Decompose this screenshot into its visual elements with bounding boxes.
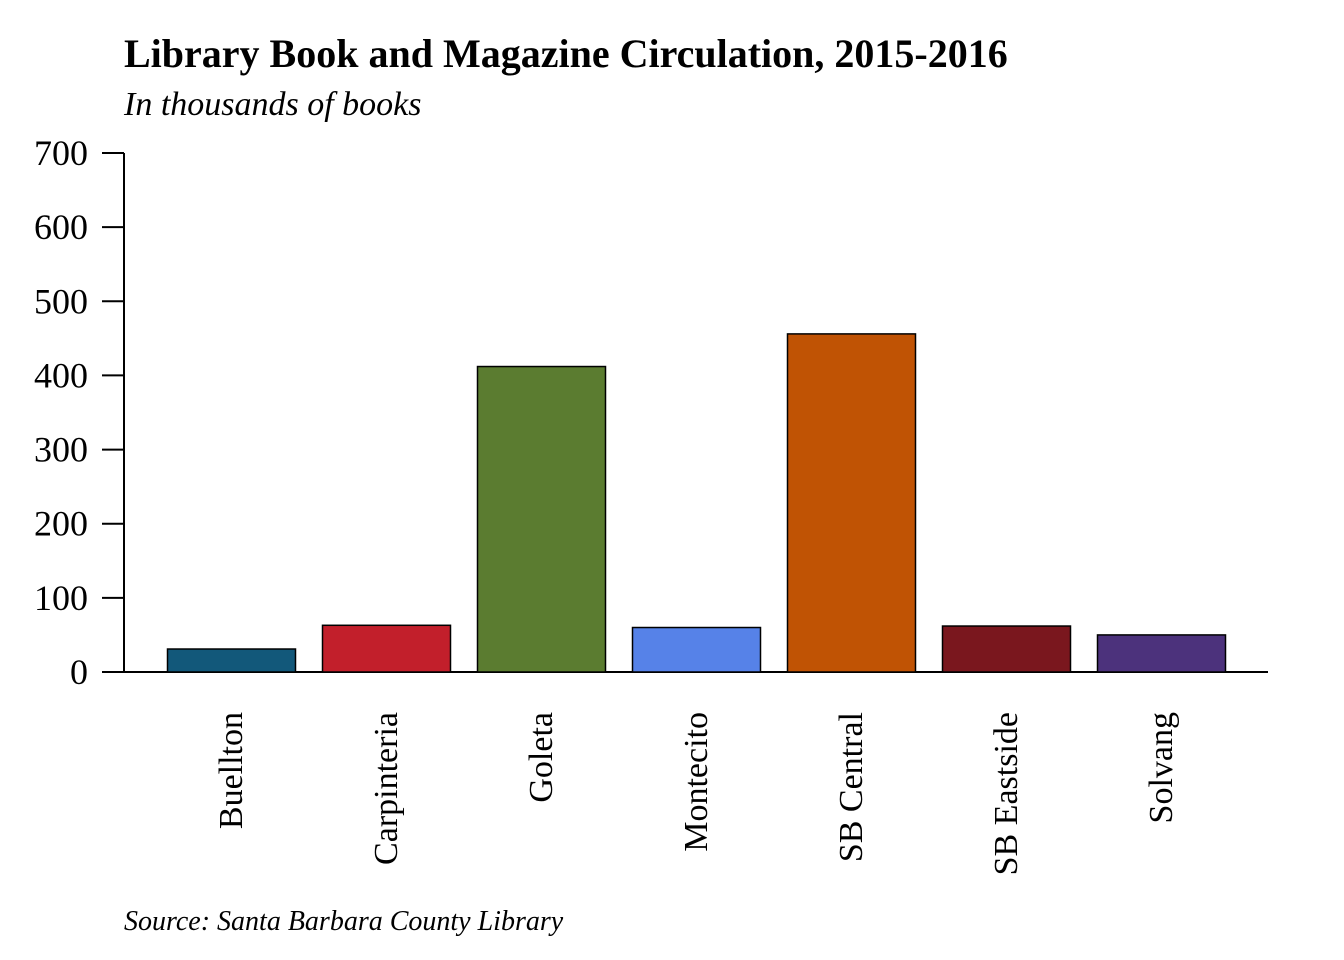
bars-group: [166, 333, 1227, 673]
y-tick-label: 600: [34, 207, 88, 247]
y-tick-label: 500: [34, 281, 88, 321]
x-category-label: Montecito: [678, 712, 715, 852]
y-tick-label: 200: [34, 504, 88, 544]
category-labels: Buellton Carpinteria Goleta Montecito SB Cen…: [213, 712, 1180, 875]
y-tick-label: 700: [34, 133, 88, 173]
bar-goleta: [476, 365, 607, 673]
chart-source: Source: Santa Barbara County Library: [124, 906, 564, 937]
y-tick-label: 400: [34, 355, 88, 395]
x-category-label: Solvang: [1143, 712, 1180, 823]
x-category-label: SB Central: [833, 712, 870, 862]
bar-solvang: [1096, 634, 1227, 673]
bar-sb-central: [786, 333, 917, 673]
bar-carpinteria: [321, 624, 452, 673]
bar-buellton: [166, 648, 297, 673]
bar-montecito: [631, 626, 762, 673]
chart-title: Library Book and Magazine Circulation, 2…: [124, 31, 1008, 76]
x-category-label: SB Eastside: [988, 712, 1025, 875]
x-category-label: Buellton: [213, 712, 250, 829]
y-axis: 0 100 200 300 400 500 600 700: [34, 133, 125, 692]
x-category-label: Goleta: [523, 712, 560, 803]
bar-sb-eastside: [941, 625, 1072, 673]
chart-subtitle: In thousands of books: [124, 86, 422, 123]
y-tick-label: 100: [34, 578, 88, 618]
x-category-label: Carpinteria: [368, 712, 405, 865]
y-tick-label: 300: [34, 430, 88, 470]
y-tick-label: 0: [70, 652, 88, 692]
